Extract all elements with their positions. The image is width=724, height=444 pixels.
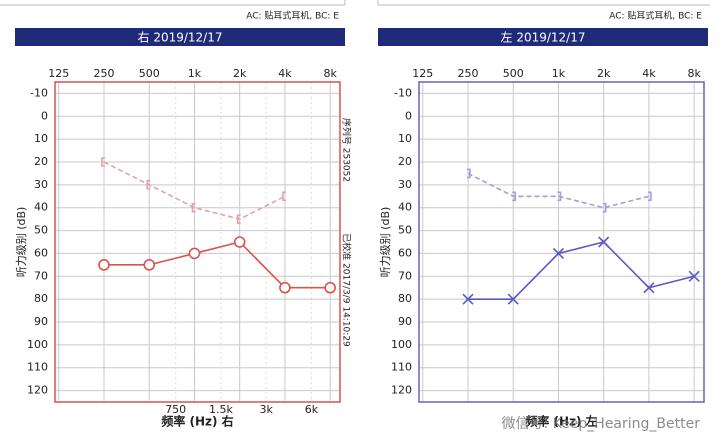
y-tick-label: 90 [398, 315, 412, 328]
header-bar [378, 28, 708, 46]
x-tick-label: 2k [233, 67, 247, 80]
y-tick-label: 20 [34, 155, 48, 168]
y-tick-label: 0 [41, 109, 48, 122]
x-tick-label: 250 [457, 67, 478, 80]
watermark: 微信号: Keep_Hearing_Better [502, 416, 701, 432]
y-tick-label: 50 [34, 224, 48, 237]
y-tick-label: 120 [27, 384, 48, 397]
marker [282, 191, 286, 202]
marker [143, 259, 156, 271]
marker [688, 270, 700, 282]
y-tick-label: 110 [391, 361, 412, 374]
y-axis-label: 听力级别 (dB) [379, 207, 392, 278]
x-tick-label: 125 [48, 67, 69, 80]
x-tick-label: 4k [278, 67, 292, 80]
marker [507, 293, 519, 305]
x-tick-label: 500 [503, 67, 524, 80]
y-tick-label: 60 [398, 246, 412, 259]
marker [191, 202, 196, 213]
header-bar [15, 28, 345, 46]
marker [647, 191, 652, 202]
x-tick-label: 1k [552, 67, 566, 80]
y-tick-label: 60 [34, 246, 48, 259]
series-line [467, 241, 695, 300]
y-tick-label: 80 [34, 292, 48, 305]
marker [98, 259, 110, 271]
marker [236, 214, 241, 224]
y-tick-label: 20 [398, 155, 412, 168]
x-tick-label: 2k [597, 67, 611, 80]
marker [552, 247, 565, 259]
y-tick-label: 10 [398, 132, 412, 145]
x-tick-label: 4k [642, 67, 656, 80]
x-tick-label-bottom: 750 [165, 403, 186, 416]
x-tick-label: 8k [687, 67, 701, 80]
y-tick-label: 40 [398, 201, 412, 214]
series-line [103, 161, 286, 220]
series-line [103, 241, 331, 289]
x-tick-label-bottom: 1.5k [209, 403, 233, 416]
x-axis-label: 频率 (Hz) 左 [525, 414, 597, 429]
plot-frame [54, 81, 341, 403]
x-tick-label-bottom: 6k [305, 403, 319, 416]
y-tick-label: 100 [391, 338, 412, 351]
y-tick-label: -10 [30, 86, 48, 99]
ac-note: AC: 贴耳式耳机, BC: E [609, 10, 702, 22]
marker [512, 191, 517, 202]
x-tick-label: 1k [188, 67, 202, 80]
series-line [467, 172, 650, 209]
marker [188, 247, 201, 260]
marker [146, 180, 151, 190]
y-axis-label: 听力级别 (dB) [15, 207, 28, 278]
x-tick-label: 8k [323, 67, 337, 80]
y-tick-label: 100 [27, 338, 48, 351]
marker [557, 191, 562, 202]
x-tick-label-bottom: 3k [259, 403, 273, 416]
y-tick-label: 90 [34, 315, 48, 328]
ac-note: AC: 贴耳式耳机, BC: E [246, 10, 339, 22]
y-tick-label: 40 [34, 201, 48, 214]
marker [598, 236, 610, 248]
marker [324, 281, 336, 294]
marker [233, 236, 246, 248]
header: 右 2019/12/17 [138, 30, 223, 45]
y-tick-label: 10 [34, 132, 48, 145]
marker [466, 168, 471, 179]
y-tick-label: 0 [405, 109, 412, 122]
y-tick-label: 70 [398, 269, 412, 282]
marker [643, 282, 655, 294]
y-tick-label: 30 [34, 178, 48, 191]
y-tick-label: 30 [398, 178, 412, 191]
marker [279, 281, 291, 294]
y-tick-label: -10 [394, 86, 412, 99]
side-note: 已校准 2017/3/9 14:10:29 [341, 233, 353, 347]
y-tick-label: 120 [391, 384, 412, 397]
y-tick-label: 110 [27, 361, 48, 374]
marker [101, 157, 105, 167]
x-tick-label: 500 [139, 67, 160, 80]
x-axis-label: 频率 (Hz) 右 [161, 414, 233, 429]
x-tick-label: 250 [93, 67, 114, 80]
plot-frame [418, 81, 705, 403]
y-tick-label: 70 [34, 269, 48, 282]
x-tick-label: 125 [412, 67, 433, 80]
y-tick-label: 80 [398, 292, 412, 305]
marker [602, 202, 607, 213]
side-note: 序列号 253052 [341, 118, 353, 182]
marker [462, 293, 474, 305]
header: 左 2019/12/17 [501, 30, 586, 45]
y-tick-label: 50 [398, 224, 412, 237]
